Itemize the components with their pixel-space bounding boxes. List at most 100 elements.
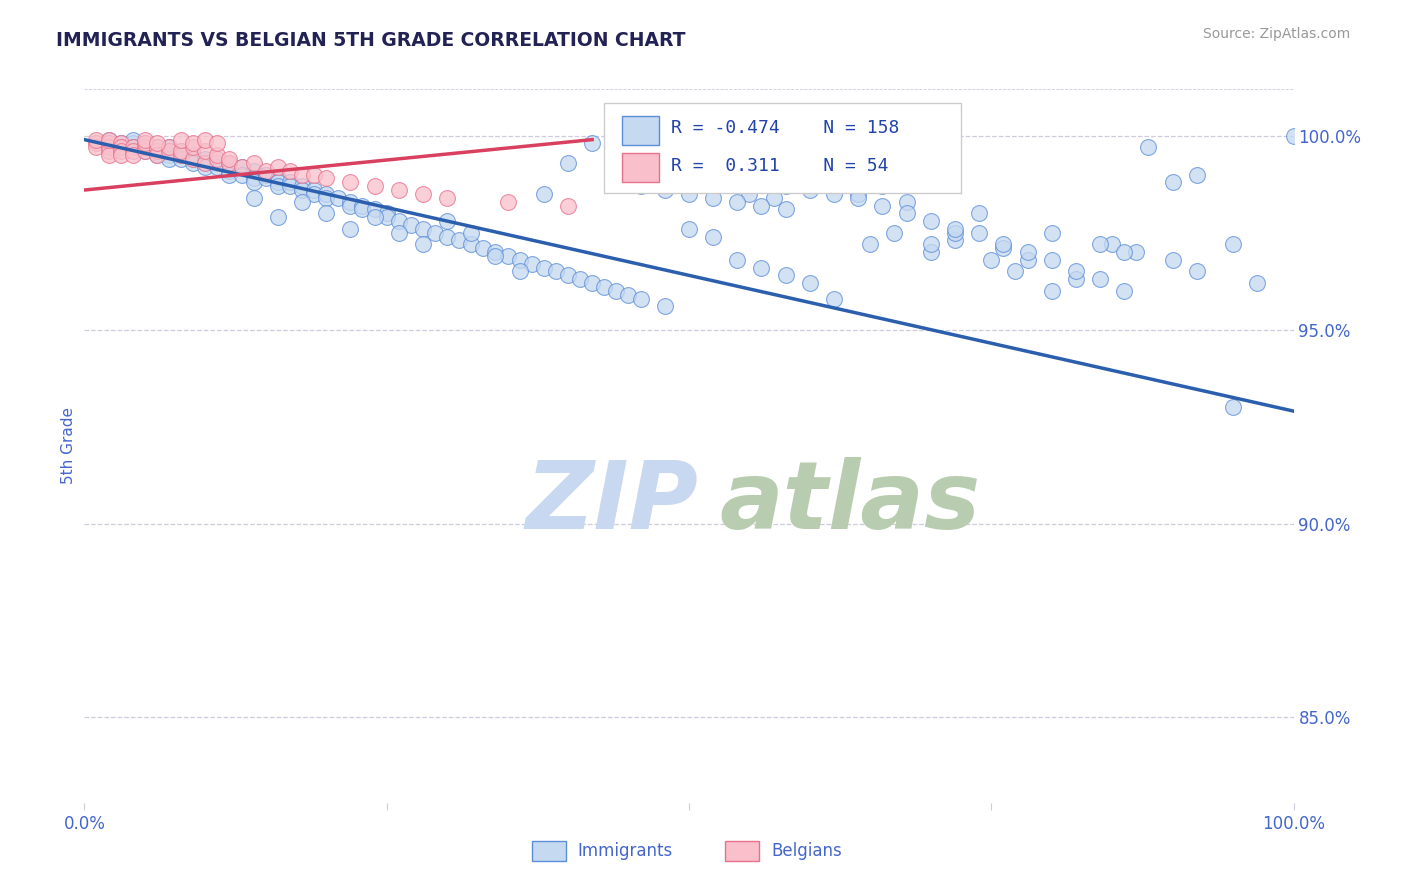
Point bbox=[267, 171, 290, 186]
Point bbox=[218, 156, 240, 170]
Point bbox=[1185, 264, 1208, 278]
Point bbox=[375, 206, 398, 220]
Point bbox=[278, 179, 301, 194]
Point bbox=[496, 194, 519, 209]
Point bbox=[1004, 264, 1026, 278]
Point bbox=[194, 145, 217, 159]
Point bbox=[339, 222, 361, 236]
Point bbox=[97, 133, 120, 147]
Point bbox=[97, 148, 120, 162]
Point bbox=[315, 191, 337, 205]
Point bbox=[157, 145, 180, 159]
Point bbox=[86, 140, 108, 154]
Point bbox=[738, 186, 761, 201]
Point bbox=[170, 148, 193, 162]
Point bbox=[207, 156, 229, 170]
Text: R = -0.474    N = 158: R = -0.474 N = 158 bbox=[671, 120, 900, 137]
Point bbox=[242, 175, 264, 189]
Point bbox=[846, 186, 869, 201]
Point bbox=[859, 237, 882, 252]
Point bbox=[375, 210, 398, 224]
Point bbox=[1088, 272, 1111, 286]
Point bbox=[146, 145, 169, 159]
Point bbox=[557, 156, 579, 170]
Point bbox=[267, 175, 290, 189]
Point bbox=[146, 148, 169, 162]
Point bbox=[775, 179, 797, 194]
Point bbox=[242, 171, 264, 186]
Bar bbox=[725, 841, 759, 862]
Point bbox=[412, 186, 434, 201]
Point bbox=[751, 260, 773, 275]
Point bbox=[231, 160, 253, 174]
Y-axis label: 5th Grade: 5th Grade bbox=[60, 408, 76, 484]
Point bbox=[786, 145, 808, 159]
FancyBboxPatch shape bbox=[605, 103, 962, 193]
Point bbox=[121, 145, 143, 159]
Point bbox=[146, 140, 169, 154]
Point bbox=[605, 284, 627, 298]
Point bbox=[775, 202, 797, 217]
Point bbox=[170, 145, 193, 159]
Point bbox=[328, 191, 350, 205]
Text: ZIP: ZIP bbox=[526, 457, 699, 549]
Point bbox=[170, 133, 193, 147]
Point bbox=[97, 140, 120, 154]
Point bbox=[218, 163, 240, 178]
Bar bbox=[531, 841, 565, 862]
Point bbox=[484, 249, 506, 263]
Point bbox=[134, 136, 156, 151]
Point bbox=[194, 156, 217, 170]
Point bbox=[291, 168, 314, 182]
Point bbox=[980, 252, 1002, 267]
Point bbox=[146, 148, 169, 162]
Point bbox=[121, 133, 143, 147]
Point bbox=[86, 133, 108, 147]
Point bbox=[110, 140, 132, 154]
Text: Immigrants: Immigrants bbox=[578, 842, 673, 860]
Point bbox=[157, 148, 180, 162]
Point bbox=[121, 148, 143, 162]
Point bbox=[605, 171, 627, 186]
Point bbox=[630, 179, 652, 194]
Point bbox=[97, 145, 120, 159]
Point bbox=[762, 191, 785, 205]
Point bbox=[593, 280, 616, 294]
Point bbox=[278, 163, 301, 178]
Point bbox=[181, 152, 204, 166]
Point bbox=[157, 140, 180, 154]
Point bbox=[181, 136, 204, 151]
Point bbox=[134, 133, 156, 147]
Point bbox=[557, 268, 579, 283]
Point bbox=[181, 148, 204, 162]
Point bbox=[121, 136, 143, 151]
Point bbox=[1185, 168, 1208, 182]
Text: IMMIGRANTS VS BELGIAN 5TH GRADE CORRELATION CHART: IMMIGRANTS VS BELGIAN 5TH GRADE CORRELAT… bbox=[56, 31, 686, 50]
Point bbox=[134, 136, 156, 151]
Point bbox=[449, 234, 471, 248]
Point bbox=[302, 168, 325, 182]
Point bbox=[207, 148, 229, 162]
Point bbox=[1161, 252, 1184, 267]
Point bbox=[920, 237, 942, 252]
Point bbox=[97, 133, 120, 147]
Point bbox=[110, 136, 132, 151]
Point bbox=[581, 276, 603, 290]
Point bbox=[170, 148, 193, 162]
Point bbox=[1114, 284, 1136, 298]
Point bbox=[654, 299, 676, 313]
Point bbox=[569, 272, 592, 286]
Point bbox=[1064, 272, 1087, 286]
Point bbox=[339, 198, 361, 212]
Point bbox=[412, 222, 434, 236]
Point bbox=[509, 252, 531, 267]
Point bbox=[218, 152, 240, 166]
Point bbox=[194, 160, 217, 174]
Point bbox=[630, 292, 652, 306]
Point bbox=[967, 226, 990, 240]
Point bbox=[231, 160, 253, 174]
Point bbox=[846, 191, 869, 205]
Point bbox=[207, 136, 229, 151]
Point bbox=[460, 237, 482, 252]
Point bbox=[302, 183, 325, 197]
